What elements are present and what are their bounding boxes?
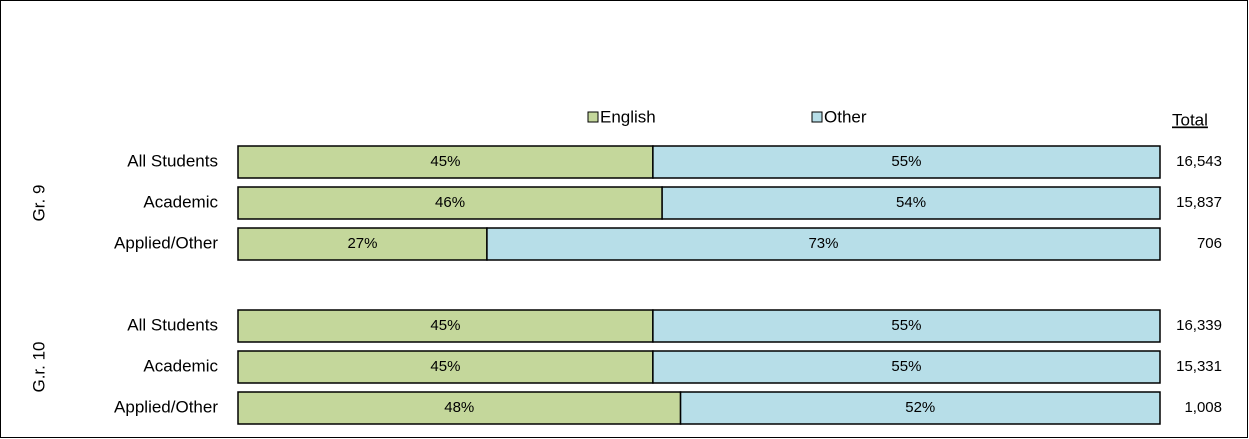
legend-label: English [600, 107, 656, 126]
value-label: 46% [435, 194, 465, 211]
bar-segment [237, 227, 488, 261]
bar-segment [652, 145, 1161, 179]
legend-swatch [811, 111, 823, 123]
bar-segment [661, 186, 1161, 220]
total-label: 16,543 [1176, 153, 1222, 170]
category-label: Applied/Other [114, 397, 218, 416]
bar-segment [237, 391, 682, 425]
value-label: 27% [347, 235, 377, 252]
value-label: 55% [891, 317, 921, 334]
value-label: 55% [891, 358, 921, 375]
total-label: 706 [1197, 235, 1222, 252]
value-label: 45% [430, 153, 460, 170]
legend-swatch [587, 111, 599, 123]
category-label: All Students [127, 151, 218, 170]
group-label: G.r. 10 [29, 341, 48, 392]
total-label: 1,008 [1184, 399, 1222, 416]
value-label: 73% [808, 235, 838, 252]
bar-segment [237, 309, 654, 343]
bar-segment [652, 350, 1161, 384]
total-label: 16,339 [1176, 317, 1222, 334]
value-label: 54% [896, 194, 926, 211]
value-label: 52% [905, 399, 935, 416]
category-label: Academic [143, 356, 218, 375]
value-label: 45% [430, 317, 460, 334]
category-label: Academic [143, 192, 218, 211]
bar-segment [486, 227, 1161, 261]
value-label: 48% [444, 399, 474, 416]
value-label: 55% [891, 153, 921, 170]
bar-segment [237, 350, 654, 384]
total-header: Total [1172, 110, 1208, 129]
bar-segment [679, 391, 1161, 425]
group-label: Gr. 9 [29, 185, 48, 222]
category-label: All Students [127, 315, 218, 334]
category-label: Applied/Other [114, 233, 218, 252]
bar-segment [652, 309, 1161, 343]
legend-label: Other [824, 107, 867, 126]
total-label: 15,837 [1176, 194, 1222, 211]
bar-segment [237, 145, 654, 179]
value-label: 45% [430, 358, 460, 375]
total-label: 15,331 [1176, 358, 1222, 375]
